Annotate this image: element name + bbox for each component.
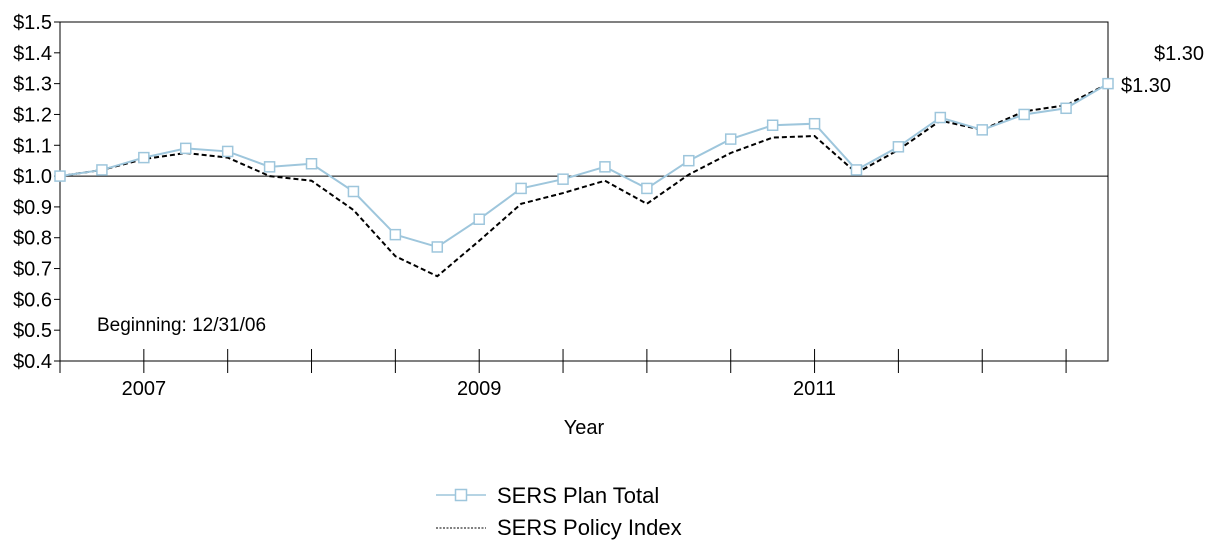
legend-label-plan-total: SERS Plan Total [497,483,659,508]
y-tick-label: $0.6 [13,289,52,311]
data-point-sers-plan-total [263,161,276,173]
y-tick-label: $0.9 [13,197,52,219]
x-tick-label: 2007 [122,378,167,400]
end-label-policy-index: $1.30 [1121,75,1171,97]
y-tick-label: $0.5 [13,320,52,342]
y-tick-label: $0.7 [13,259,52,281]
data-point-sers-plan-total [766,119,779,131]
data-point-sers-plan-total [557,173,569,185]
x-tick-label: 2009 [457,378,502,400]
x-axis-title: Year [564,417,605,439]
data-point-sers-plan-total [683,154,695,167]
data-point-sers-plan-total [515,182,527,195]
data-point-sers-plan-total [976,124,988,136]
x-axis: 2007 2009 2011 [59,349,1067,400]
y-tick-label: $1.0 [13,166,52,188]
y-tick-label: $0.4 [13,351,52,373]
data-point-sers-plan-total [850,164,863,176]
y-tick-label: $1.3 [13,74,52,96]
data-point-sers-plan-total [96,164,108,176]
y-tick-label: $0.8 [13,228,52,250]
y-tick-label: $1.2 [13,104,52,126]
data-point-sers-plan-total [347,185,360,198]
y-axis: $0.4 $0.5 $0.6 $0.7 $0.8 $0.9 $1.0 $1.1 $1.2 $1.3… [13,12,60,373]
legend-item-policy-index: SERS Policy Index [436,515,682,540]
end-label-plan-total: $1.30 [1154,43,1204,65]
data-point-sers-plan-total [221,145,234,158]
series-sers-plan-total [54,77,1114,253]
data-point-sers-plan-total [1018,108,1030,121]
data-point-sers-plan-total [138,151,150,164]
data-point-sers-plan-total [180,142,192,155]
legend-marker-plan-total [454,488,468,502]
y-tick-label: $1.5 [13,12,52,34]
plot-border [59,21,1109,362]
series-line-sers-policy-index [59,82,1109,278]
data-point-sers-plan-total [473,213,485,225]
data-point-sers-plan-total [1102,77,1114,90]
legend-label-policy-index: SERS Policy Index [497,515,682,540]
plot-frame [59,21,1109,362]
legend: SERS Plan Total SERS Policy Index [436,483,682,540]
data-point-sers-plan-total [54,170,66,182]
data-point-sers-plan-total [599,161,611,173]
series-line-sers-plan-total [59,82,1109,249]
y-tick-label: $1.1 [13,135,52,157]
x-tick-label: 2011 [793,378,836,400]
data-point-sers-plan-total [934,111,947,124]
series-layer [54,77,1114,278]
data-point-sers-plan-total [892,141,905,153]
data-point-sers-plan-total [431,241,444,253]
beginning-annotation: Beginning: 12/31/06 [97,315,266,336]
data-point-sers-plan-total [305,158,318,170]
data-point-sers-plan-total [808,117,821,130]
data-point-sers-plan-total [641,182,653,195]
data-point-sers-plan-total [1060,102,1072,115]
data-point-sers-plan-total [724,133,737,145]
legend-item-plan-total: SERS Plan Total [436,483,659,508]
series-sers-policy-index [59,82,1109,278]
data-point-sers-plan-total [389,228,402,241]
y-tick-label: $1.4 [13,43,52,65]
